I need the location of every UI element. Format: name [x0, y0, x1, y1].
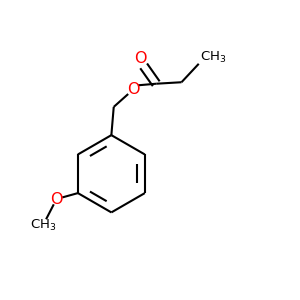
Text: CH$_3$: CH$_3$: [30, 218, 56, 233]
Text: CH$_3$: CH$_3$: [200, 50, 227, 65]
Text: O: O: [127, 82, 139, 97]
Text: O: O: [134, 51, 146, 66]
Text: O: O: [50, 191, 63, 206]
